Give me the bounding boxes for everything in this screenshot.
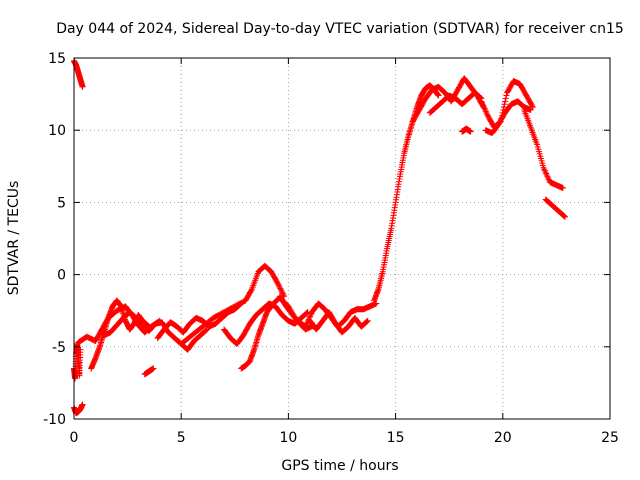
data-point xyxy=(542,169,549,176)
data-point xyxy=(364,317,371,324)
data-point xyxy=(275,282,282,289)
data-point xyxy=(277,285,284,292)
satellite-track-m xyxy=(306,309,371,336)
data-point xyxy=(202,327,209,334)
data-point xyxy=(502,95,509,102)
data-point xyxy=(79,401,86,408)
data-point xyxy=(203,327,210,334)
satellite-track-b xyxy=(71,401,86,417)
data-point xyxy=(307,312,314,319)
data-point xyxy=(477,94,484,101)
satellite-track-i xyxy=(178,262,288,347)
satellite-track-o xyxy=(409,75,487,125)
satellite-track-t xyxy=(521,106,566,191)
data-point xyxy=(540,164,547,171)
data-point xyxy=(541,166,548,173)
data-point xyxy=(276,284,283,291)
data-point xyxy=(363,318,370,325)
data-point xyxy=(279,289,286,296)
x-tick-label: 5 xyxy=(177,430,186,446)
data-point xyxy=(274,280,281,287)
data-point xyxy=(248,287,255,294)
y-tick-label: -5 xyxy=(52,340,66,356)
data-point xyxy=(480,104,487,111)
data-point xyxy=(503,92,510,99)
data-point xyxy=(543,171,550,178)
data-point xyxy=(502,98,509,105)
data-point xyxy=(435,92,442,99)
data-point xyxy=(544,173,551,180)
satellite-track-q xyxy=(459,125,474,135)
x-axis-label: GPS time / hours xyxy=(281,458,398,474)
data-point xyxy=(500,104,507,111)
data-point xyxy=(303,322,310,329)
data-point xyxy=(545,174,552,181)
chart-title: Day 044 of 2024, Sidereal Day-to-day VTE… xyxy=(56,21,624,37)
data-point xyxy=(304,309,311,316)
satellite-track-n xyxy=(371,82,442,304)
data-point xyxy=(480,102,487,109)
data-point xyxy=(467,128,474,135)
data-point xyxy=(529,102,536,109)
data-point xyxy=(545,176,552,183)
data-point xyxy=(541,167,548,174)
data-point xyxy=(543,170,550,177)
y-axis-label: SDTVAR / TECUs xyxy=(6,181,22,296)
data-point xyxy=(479,101,486,108)
y-tick-label: 5 xyxy=(57,195,66,211)
satellite-track-a xyxy=(71,57,86,90)
satellite-track-g xyxy=(141,365,157,378)
y-tick-label: -10 xyxy=(43,412,66,428)
data-point xyxy=(150,365,157,372)
satellite-track-p xyxy=(426,89,485,116)
data-point xyxy=(482,108,489,115)
data-point xyxy=(278,288,285,295)
y-tick-label: 0 xyxy=(57,268,66,284)
x-tick-label: 10 xyxy=(279,430,297,446)
x-tick-label: 20 xyxy=(494,430,512,446)
data-point xyxy=(481,105,488,112)
data-point xyxy=(561,213,568,220)
data-point xyxy=(364,318,371,325)
data-point xyxy=(484,111,491,118)
data-point xyxy=(479,99,486,106)
data-points xyxy=(71,57,568,417)
data-point xyxy=(279,290,286,297)
x-tick-label: 25 xyxy=(601,430,619,446)
plot-frame xyxy=(73,57,611,420)
data-point xyxy=(275,281,282,288)
data-point xyxy=(501,101,508,108)
data-point xyxy=(482,106,489,113)
satellite-track-e xyxy=(88,297,153,372)
data-point xyxy=(477,94,484,101)
data-point xyxy=(483,109,490,116)
x-tick-label: 15 xyxy=(387,430,405,446)
data-point xyxy=(277,286,284,293)
axis-ticks: 0 5 10 15 20 25 -10 -5 0 5 10 15 xyxy=(43,51,619,446)
y-tick-label: 10 xyxy=(48,123,66,139)
satellite-track-f xyxy=(101,309,210,353)
data-point xyxy=(560,212,567,219)
satellite-track-u xyxy=(542,196,568,220)
data-point xyxy=(478,98,485,105)
x-tick-label: 0 xyxy=(70,430,79,446)
data-point xyxy=(77,346,84,353)
data-point xyxy=(79,83,86,90)
data-point xyxy=(280,291,287,298)
y-tick-label: 15 xyxy=(48,51,66,67)
data-point xyxy=(559,184,566,191)
data-point xyxy=(561,213,568,220)
data-point xyxy=(302,323,309,330)
data-point xyxy=(527,106,534,113)
